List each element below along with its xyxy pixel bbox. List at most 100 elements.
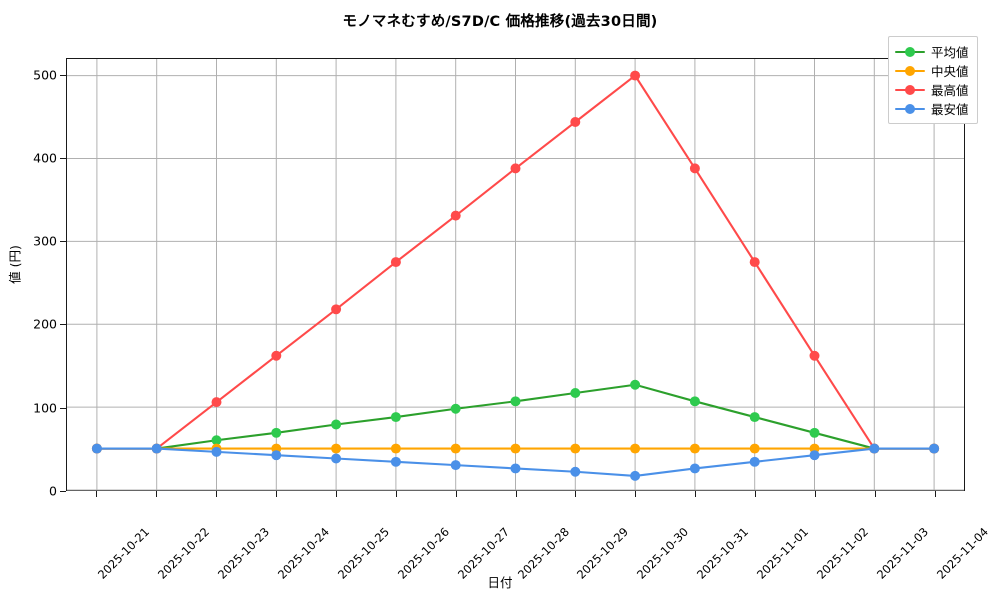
series-4 xyxy=(91,443,940,481)
x-tick-label: 2025-10-21 xyxy=(95,501,176,582)
x-tick-mark xyxy=(335,491,337,497)
data-point xyxy=(749,257,760,268)
x-axis-label: 日付 xyxy=(487,575,513,590)
x-tick-mark xyxy=(815,491,817,497)
data-point xyxy=(211,397,222,408)
data-point xyxy=(271,450,282,461)
x-tick-mark xyxy=(755,491,757,497)
x-tick-mark xyxy=(515,491,517,497)
x-tick-mark xyxy=(875,491,877,497)
data-point xyxy=(450,443,461,454)
data-point xyxy=(271,350,282,361)
data-point xyxy=(630,470,641,481)
data-point xyxy=(510,396,521,407)
series-1 xyxy=(91,379,940,454)
y-tick-label: 500 xyxy=(33,67,57,83)
data-series-layer xyxy=(91,70,940,481)
y-tick-mark xyxy=(60,74,66,76)
x-tick-label: 2025-10-26 xyxy=(395,501,475,582)
y-tick-mark xyxy=(60,241,66,243)
x-tick-label: 2025-10-31 xyxy=(694,501,775,582)
series-2 xyxy=(91,443,940,454)
series-line xyxy=(95,383,936,450)
x-axis-tick-labels: 2025-10-21 2025-10-22 2025-10-23 2025-10-24… xyxy=(66,499,991,582)
data-point xyxy=(510,463,521,474)
legend-item-4[interactable]: 最安値 xyxy=(895,99,969,118)
data-point xyxy=(749,412,760,423)
data-point xyxy=(749,443,760,454)
legend-swatch-icon xyxy=(895,102,925,116)
data-point xyxy=(151,443,162,454)
series-3 xyxy=(91,70,940,454)
data-point xyxy=(331,419,342,430)
data-point xyxy=(570,117,581,127)
data-point xyxy=(809,450,820,461)
x-tick-label: 2025-10-25 xyxy=(335,501,415,582)
legend-item-3[interactable]: 最高値 xyxy=(895,80,969,99)
x-tick-label: 2025-11-01 xyxy=(754,501,835,582)
y-axis-tick-marks xyxy=(0,58,66,492)
y-axis-label: 値 (円) xyxy=(7,245,23,284)
data-point xyxy=(390,257,401,268)
data-point xyxy=(570,466,581,477)
data-point xyxy=(390,443,401,454)
x-tick-label: 2025-11-03 xyxy=(874,501,955,582)
y-tick-mark xyxy=(60,324,66,326)
y-tick-label: 300 xyxy=(33,233,57,249)
x-tick-label: 2025-10-24 xyxy=(275,501,355,582)
data-point xyxy=(331,453,342,464)
legend-swatch-icon xyxy=(895,45,925,59)
legend-item-1[interactable]: 平均値 xyxy=(895,42,969,61)
data-point xyxy=(570,443,581,454)
x-tick-mark xyxy=(455,491,457,497)
data-point xyxy=(390,456,401,467)
data-point xyxy=(510,443,521,454)
data-point xyxy=(630,443,641,454)
data-point xyxy=(809,350,820,361)
y-tick-label: 100 xyxy=(33,400,57,416)
plot-area xyxy=(66,58,965,491)
x-tick-mark xyxy=(575,491,577,497)
data-point xyxy=(211,446,222,457)
legend-label: 中央値 xyxy=(931,64,969,79)
data-point xyxy=(749,456,760,467)
data-point xyxy=(331,304,342,315)
x-tick-mark xyxy=(635,491,637,497)
x-tick-label: 2025-10-29 xyxy=(574,501,655,582)
data-point xyxy=(91,443,102,454)
y-axis-tick-labels: 0 100 200 300 400 500 xyxy=(0,58,57,498)
legend-swatch-icon xyxy=(895,64,925,78)
x-tick-mark xyxy=(215,491,217,497)
x-tick-label: 2025-10-28 xyxy=(514,501,595,582)
data-point xyxy=(570,388,581,399)
x-tick-label: 2025-11-04 xyxy=(934,501,1000,582)
data-point xyxy=(450,403,461,414)
legend-marker-dot-icon xyxy=(905,84,915,95)
y-tick-label: 200 xyxy=(33,316,57,332)
data-point xyxy=(929,443,940,454)
legend-marker-dot-icon xyxy=(905,65,915,76)
data-point xyxy=(450,460,461,471)
data-point xyxy=(510,163,521,174)
series-line xyxy=(95,74,936,450)
x-tick-label: 2025-10-27 xyxy=(455,501,535,582)
legend-item-2[interactable]: 中央値 xyxy=(895,61,969,80)
legend-label: 最安値 xyxy=(931,102,969,117)
legend-marker-dot-icon xyxy=(905,103,915,114)
data-point xyxy=(689,463,700,474)
data-point xyxy=(630,379,641,390)
data-point xyxy=(390,412,401,423)
x-tick-label: 2025-11-02 xyxy=(814,501,895,582)
data-point xyxy=(689,396,700,407)
x-tick-mark xyxy=(275,491,277,497)
grid-lines xyxy=(67,59,964,491)
x-tick-mark xyxy=(935,491,937,497)
data-point xyxy=(630,70,641,81)
y-tick-mark xyxy=(60,157,66,159)
x-tick-label: 2025-10-22 xyxy=(155,501,235,582)
chart-title: モノマネむすめ/S7D/C 価格推移(過去30日間) xyxy=(342,14,658,30)
legend-swatch-icon xyxy=(895,83,925,97)
data-point xyxy=(689,163,700,174)
data-point xyxy=(809,427,820,438)
legend-label: 最高値 xyxy=(931,83,969,98)
